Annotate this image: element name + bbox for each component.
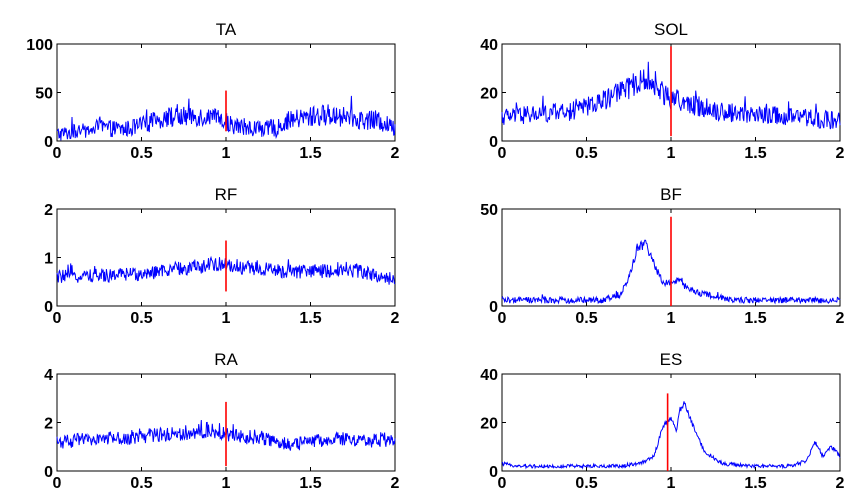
y-tick-label: 20: [480, 416, 498, 433]
y-tick-label: 0: [489, 134, 498, 151]
y-tick-label: 50: [35, 86, 53, 103]
subplot-title: TA: [216, 20, 237, 39]
x-tick-label: 2: [836, 310, 845, 327]
y-tick-label: 1: [44, 251, 53, 268]
x-tick-label: 2: [391, 475, 400, 492]
y-tick-label: 2: [44, 416, 53, 433]
x-tick-label: 1: [667, 475, 676, 492]
y-tick-label: 50: [480, 202, 498, 219]
subplot-title: RF: [215, 185, 238, 204]
x-tick-label: 1.5: [744, 475, 766, 492]
y-tick-label: 0: [44, 299, 53, 316]
x-tick-label: 1.5: [744, 310, 766, 327]
y-tick-label: 0: [489, 299, 498, 316]
y-tick-label: 100: [26, 37, 53, 54]
x-tick-label: 1: [222, 475, 231, 492]
x-tick-label: 0: [498, 475, 507, 492]
x-tick-label: 0.5: [130, 145, 152, 162]
subplot-ra: RA 0 0.5 1 1.5 2 0 2 4: [44, 350, 399, 492]
x-tick-label: 0: [498, 310, 507, 327]
subplot-ta: TA 0 0.5 1 1.5 2 0 50 100: [26, 20, 399, 162]
y-tick-label: 4: [44, 367, 53, 384]
y-tick-label: 0: [44, 464, 53, 481]
x-tick-label: 0.5: [130, 475, 152, 492]
x-tick-label: 1.5: [299, 145, 321, 162]
subplot-title: ES: [660, 350, 683, 369]
x-tick-label: 2: [391, 145, 400, 162]
x-tick-label: 1: [667, 310, 676, 327]
x-tick-label: 0.5: [575, 475, 597, 492]
y-tick-label: 40: [480, 37, 498, 54]
x-tick-label: 1: [667, 145, 676, 162]
x-tick-label: 1: [222, 310, 231, 327]
subplot-title: RA: [214, 350, 238, 369]
signal-line: [501, 401, 841, 470]
y-tick-label: 20: [480, 86, 498, 103]
y-tick-label: 0: [44, 134, 53, 151]
y-tick-label: 40: [480, 367, 498, 384]
plot-frame: [501, 373, 841, 472]
x-tick-label: 0.5: [575, 145, 597, 162]
x-tick-label: 0.5: [130, 310, 152, 327]
x-tick-label: 0: [53, 475, 62, 492]
subplot-title: SOL: [654, 20, 688, 39]
x-tick-label: 0: [53, 310, 62, 327]
x-tick-label: 1.5: [299, 310, 321, 327]
subplot-title: BF: [660, 185, 682, 204]
y-tick-label: 2: [44, 202, 53, 219]
x-tick-label: 1.5: [744, 145, 766, 162]
x-tick-label: 2: [836, 475, 845, 492]
x-tick-label: 2: [836, 145, 845, 162]
x-tick-label: 0.5: [575, 310, 597, 327]
subplot-bf: BF 0 0.5 1 1.5 2 0 50: [480, 185, 844, 327]
x-tick-label: 2: [391, 310, 400, 327]
y-tick-label: 0: [489, 464, 498, 481]
x-tick-label: 1: [222, 145, 231, 162]
x-tick-label: 0: [498, 145, 507, 162]
x-tick-label: 0: [53, 145, 62, 162]
subplot-rf: RF 0 0.5 1 1.5 2 0 1 2: [44, 185, 399, 327]
x-tick-label: 1.5: [299, 475, 321, 492]
